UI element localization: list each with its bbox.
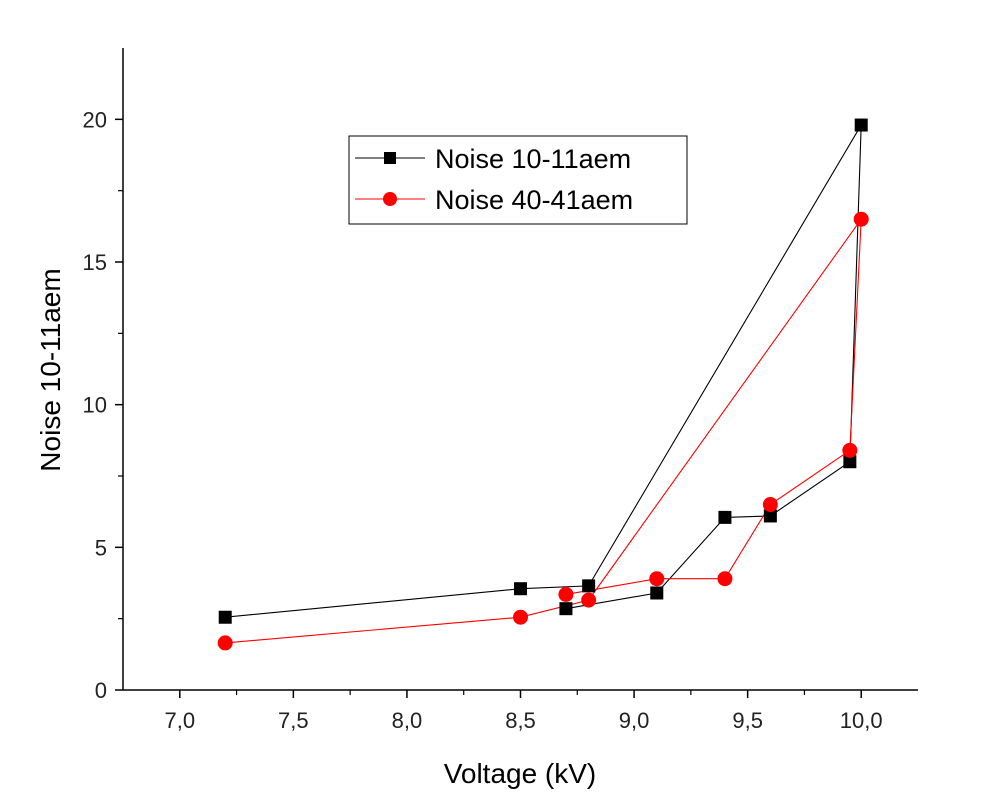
series: [217, 118, 869, 651]
legend-box: [348, 135, 688, 225]
legend-label-2: Noise 40-41aem: [435, 185, 633, 215]
data-point: [582, 579, 596, 593]
y-tick-label: 5: [95, 535, 107, 560]
data-point: [763, 509, 777, 523]
data-point: [843, 455, 857, 469]
data-point: [558, 586, 574, 602]
legend-marker-2: [383, 192, 397, 206]
y-axis-title: Noise 10-11aem: [35, 268, 66, 471]
data-point: [514, 582, 527, 596]
x-tick-label: 9,5: [732, 708, 763, 733]
y-tick-label: 0: [95, 678, 107, 703]
x-tick-label: 9,0: [619, 708, 650, 733]
data-point: [217, 635, 233, 651]
x-tick-label: 7,5: [278, 708, 309, 733]
data-point: [762, 497, 778, 513]
data-point: [650, 586, 664, 600]
data-point: [842, 442, 858, 458]
ticks: 7,0 7,5 8,0 8,5 9,0 9,5 10,0 0 5 10 15 20: [83, 107, 883, 733]
x-tick-label: 8,5: [505, 708, 536, 733]
data-point: [581, 592, 597, 608]
x-tick-label: 7,0: [164, 708, 195, 733]
series-line-2: [225, 217, 862, 644]
legend-label-1: Noise 10-11aem: [435, 144, 631, 174]
data-point: [559, 602, 573, 616]
legend: Noise 10-11aem Noise 40-41aem: [348, 135, 688, 225]
data-point: [717, 571, 733, 587]
data-point: [718, 510, 732, 524]
data-point: [854, 118, 868, 132]
x-tick-label: 8,0: [392, 708, 423, 733]
legend-marker-1: [384, 152, 396, 164]
data-point: [218, 610, 232, 624]
x-axis-title: Voltage (kV): [444, 758, 597, 789]
y-tick-label: 15: [83, 250, 107, 275]
data-point: [853, 211, 869, 227]
y-tick-label: 20: [83, 107, 107, 132]
x-tick-label: 10,0: [840, 708, 883, 733]
data-point: [513, 609, 528, 625]
y-tick-label: 10: [83, 393, 107, 418]
data-point: [649, 571, 665, 587]
